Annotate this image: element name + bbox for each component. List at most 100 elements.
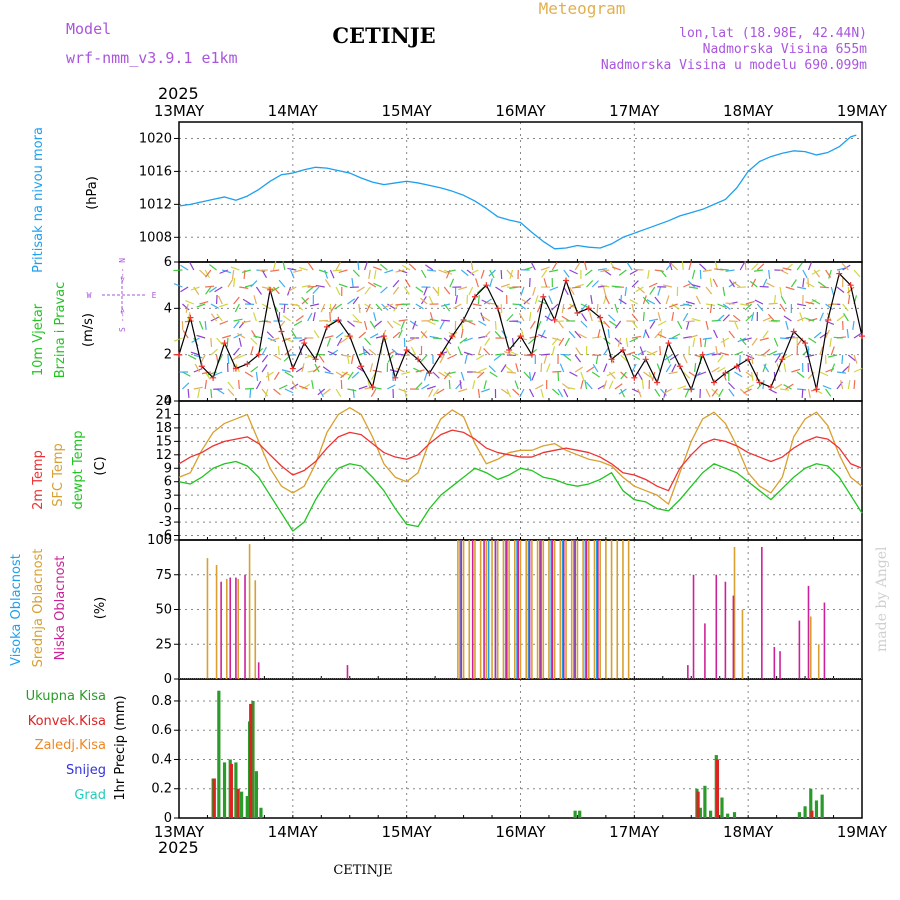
wind-arrow — [346, 354, 350, 364]
wind-arrow — [219, 269, 229, 274]
wind-arrow — [705, 320, 709, 330]
wind-arrow — [841, 354, 844, 365]
wind-arrow — [196, 303, 206, 308]
wind-arrow — [797, 303, 807, 307]
wind-arrow — [739, 261, 746, 271]
wind-arrow — [438, 371, 447, 378]
wind-speed-marker — [585, 305, 592, 312]
model-elevation-text: Nadmorska Visina u modelu 690.099m — [601, 58, 867, 73]
cloud-label-a: Visoka Oblacnost — [9, 554, 24, 666]
wind-arrow — [654, 388, 661, 397]
wind-label-b: Brzina i Pravac — [53, 282, 68, 379]
wind-arrow — [699, 263, 707, 271]
wind-arrow — [790, 279, 797, 288]
wind-speed-marker — [415, 356, 422, 363]
wind-arrow — [639, 346, 645, 356]
wind-arrow — [665, 295, 670, 305]
wind-speed-marker — [699, 351, 706, 358]
cloud-ytick-label: 75 — [155, 568, 172, 583]
wind-arrow — [654, 269, 664, 272]
day-label-bottom: 16MAY — [495, 823, 546, 841]
wind-arrow — [436, 388, 445, 395]
wind-arrow — [420, 354, 428, 362]
wind-arrow — [284, 337, 294, 343]
wind-arrow — [197, 388, 201, 398]
precip-bar — [240, 791, 244, 818]
wind-arrow — [372, 369, 382, 373]
temperature-frame — [178, 400, 863, 541]
wind-arrow — [193, 386, 203, 390]
wind-arrow — [459, 380, 462, 390]
wind-arrow — [398, 388, 408, 393]
wind-arrow — [514, 380, 519, 390]
wind-arrow — [569, 371, 578, 377]
wind-arrow — [597, 268, 607, 271]
footer-station: CETINJE — [333, 863, 392, 878]
wind-arrow — [801, 388, 804, 399]
wind-arrow — [410, 346, 417, 356]
wind-arrow — [660, 388, 667, 397]
wind-arrow — [830, 363, 836, 373]
wind-arrow — [441, 303, 451, 307]
wind-arrow — [620, 294, 623, 305]
wind-arrow — [415, 286, 424, 293]
wind-arrow — [779, 269, 789, 275]
wind-arrow — [261, 388, 269, 397]
wind-arrow — [322, 388, 331, 395]
wind-arrow — [819, 346, 824, 356]
wind-arrow — [581, 313, 588, 322]
wind-arrow — [742, 337, 752, 341]
wind-arrow — [828, 269, 832, 279]
wind-speed-marker — [176, 351, 182, 358]
day-label-top: 15MAY — [382, 102, 433, 120]
precip-bar — [259, 807, 263, 818]
wind-arrow — [373, 269, 377, 279]
wind-arrow — [677, 320, 683, 330]
wind-arrow — [571, 286, 581, 289]
wind-arrow — [644, 329, 650, 339]
wind-arrow — [751, 337, 758, 346]
wind-arrow — [403, 388, 407, 398]
wind-arrow — [352, 296, 359, 305]
wind-arrow — [301, 363, 305, 373]
wind-arrow — [836, 315, 845, 322]
wind-arrow — [252, 312, 257, 322]
wind-arrow — [759, 285, 769, 288]
wind-arrow — [691, 269, 696, 279]
wind-arrow — [671, 363, 677, 373]
cloud-unit: (%) — [93, 597, 108, 620]
day-label-top: 16MAY — [495, 102, 546, 120]
wind-arrow — [364, 337, 371, 346]
wind-arrow — [580, 320, 588, 328]
wind-arrow — [182, 371, 191, 377]
precip-bar — [726, 813, 730, 818]
wind-arrow — [478, 367, 487, 373]
wind-arrow — [702, 337, 712, 340]
wind-arrow — [728, 330, 735, 339]
wind-arrow — [233, 277, 236, 288]
legend-total: Ukupna Kisa — [26, 689, 106, 704]
wind-arrow — [734, 371, 743, 378]
wind-arrow — [368, 269, 371, 279]
precip-bar — [229, 763, 233, 818]
temperature-ytick-label: 24 — [155, 394, 172, 409]
precip-ytick-label: 0 — [164, 811, 172, 826]
wind-arrow — [819, 286, 829, 289]
wind-speed-marker — [187, 314, 194, 321]
wind-arrow — [476, 354, 485, 361]
wind-arrow — [521, 299, 530, 305]
wind-arrow — [649, 320, 656, 329]
wind-arrow — [448, 379, 451, 390]
wind-arrow — [797, 337, 804, 346]
wind-arrow — [421, 383, 430, 390]
wind-arrow — [335, 261, 341, 271]
wind-arrow — [682, 312, 689, 322]
wind-arrow — [620, 388, 626, 398]
wind-arrow — [607, 328, 610, 339]
wind-arrow — [631, 320, 639, 329]
wind-arrow — [807, 371, 815, 380]
wind-arrow — [477, 388, 481, 398]
t2m-line — [178, 429, 863, 492]
wind-speed-marker — [312, 356, 319, 363]
wind-arrow — [189, 261, 195, 271]
